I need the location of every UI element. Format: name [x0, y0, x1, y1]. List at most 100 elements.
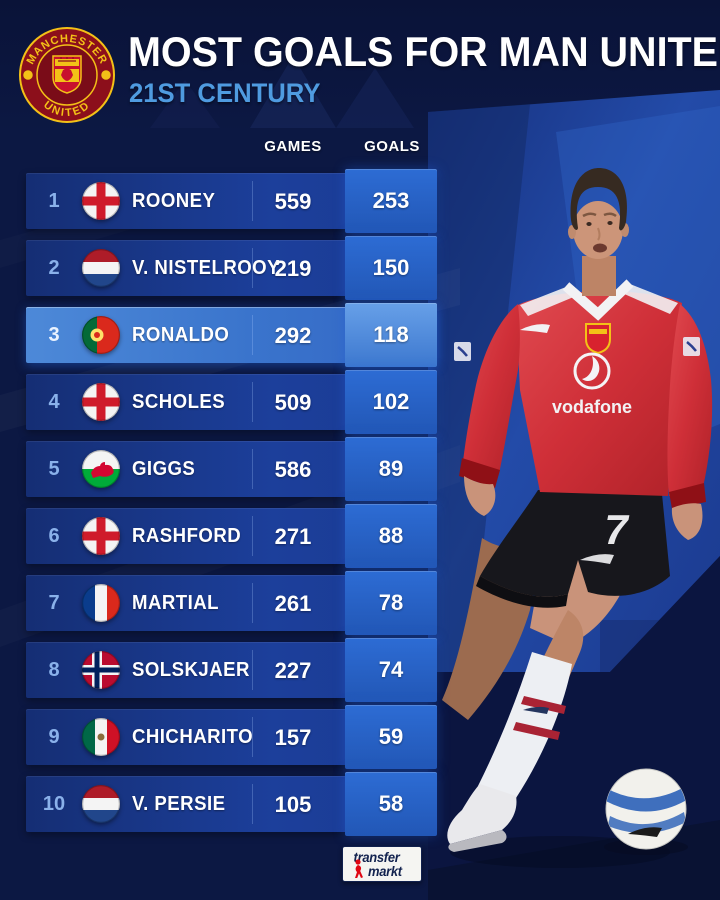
jersey-crest-icon — [585, 323, 611, 355]
table-row: 6 RASHFORD 271 88 — [26, 504, 437, 568]
table-row: 3 RONALDO 292 118 — [26, 303, 437, 367]
player-right-hand — [671, 503, 703, 540]
player-jersey-left-arm — [463, 304, 520, 474]
player-name: SCHOLES — [132, 391, 226, 413]
flag-england-icon — [82, 383, 120, 421]
rank-number: 4 — [48, 391, 60, 413]
boot-sole — [448, 830, 507, 852]
table-row: 5 GIGGS 586 89 — [26, 437, 437, 501]
sponsor-text: vodafone — [552, 397, 632, 417]
goals-value: 78 — [378, 590, 404, 615]
rank-number: 10 — [42, 793, 66, 815]
column-divider — [252, 650, 253, 690]
player-name: MARTIAL — [132, 592, 219, 614]
table-row: 1 ROONEY 559 253 — [26, 169, 437, 233]
games-value: 586 — [274, 457, 312, 482]
goals-value: 74 — [378, 657, 404, 682]
column-divider — [252, 784, 253, 824]
player-name: V. NISTELROOY — [132, 257, 281, 279]
player-left-hand — [464, 476, 496, 516]
left-cuff — [459, 458, 500, 488]
games-value: 157 — [274, 725, 312, 750]
football — [604, 768, 688, 855]
player-name: V. PERSIE — [132, 793, 226, 815]
rank-number: 8 — [48, 659, 60, 681]
games-value: 559 — [274, 189, 312, 214]
goals-value: 150 — [372, 255, 410, 280]
player-head — [568, 168, 629, 296]
goals-value: 89 — [378, 456, 404, 481]
transfermarkt-logo-line2: markt — [367, 864, 402, 879]
table-row: 2 V. NISTELROOY 219 150 — [26, 236, 437, 300]
games-value: 105 — [274, 792, 312, 817]
rank-number: 3 — [48, 324, 60, 346]
rank-number: 7 — [48, 592, 60, 614]
games-value: 219 — [274, 256, 312, 281]
jersey-swoosh-icon — [520, 324, 550, 333]
player-jersey-right-arm — [667, 304, 713, 496]
player-name: RASHFORD — [132, 525, 242, 547]
crest-devil — [61, 68, 73, 81]
flag-france-icon — [82, 584, 120, 622]
shorts-swoosh-icon — [580, 554, 614, 564]
manchester-united-crest: MANCHESTER UNITED — [19, 27, 115, 123]
goals-cell: 74 — [345, 638, 437, 702]
player-name: GIGGS — [132, 458, 196, 480]
badge-mark — [457, 346, 468, 357]
games-value: 509 — [274, 390, 312, 415]
rank-number: 5 — [48, 458, 60, 480]
table-row: 7 MARTIAL 261 78 — [26, 571, 437, 635]
table-row: 10 V. PERSIE 105 58 — [26, 772, 437, 836]
flag-wales-icon — [82, 450, 120, 488]
badge-mark — [686, 341, 697, 352]
page-subtitle: 21ST CENTURY — [129, 78, 321, 108]
goals-cell: 150 — [345, 236, 437, 300]
goals-cell: 102 — [345, 370, 437, 434]
flag-mexico-icon — [82, 718, 120, 756]
flag-portugal-icon — [82, 316, 120, 354]
column-divider — [252, 449, 253, 489]
rank-number: 2 — [48, 257, 60, 279]
flag-england-icon — [82, 517, 120, 555]
rank-number: 9 — [48, 726, 60, 748]
goals-value: 118 — [373, 322, 409, 347]
column-divider — [252, 717, 253, 757]
player-boot — [447, 784, 517, 844]
column-header-games: GAMES — [264, 138, 322, 155]
goals-cell: 59 — [345, 705, 437, 769]
transfermarkt-figure-icon — [355, 859, 363, 878]
transfermarkt-logo-line1: transfer — [353, 850, 400, 865]
table-row: 4 SCHOLES 509 102 — [26, 370, 437, 434]
shirt-number: 7 — [604, 506, 629, 553]
goals-cell: 58 — [345, 772, 437, 836]
goals-cell: 88 — [345, 504, 437, 568]
ronaldo-player-photo: 7 — [442, 168, 713, 868]
column-divider — [252, 248, 253, 288]
crest-ball-right — [99, 68, 113, 82]
jersey-collar — [520, 279, 678, 321]
flag-norway-icon — [82, 651, 120, 689]
column-divider — [252, 315, 253, 355]
games-value: 292 — [274, 323, 312, 348]
player-sock — [478, 652, 572, 798]
flag-england-icon — [82, 182, 120, 220]
table-row: 9 CHICHARITO 157 59 — [26, 705, 437, 769]
player-hair — [570, 168, 628, 231]
goals-cell: 253 — [345, 169, 437, 233]
flag-netherlands-icon — [82, 249, 120, 287]
player-name: ROONEY — [132, 190, 216, 212]
sock-swoosh-icon — [523, 706, 549, 714]
games-value: 271 — [274, 524, 312, 549]
goals-value: 102 — [372, 389, 410, 414]
rank-number: 6 — [48, 525, 60, 547]
transfermarkt-logo: transfer markt — [342, 846, 422, 882]
player-name: SOLSKJAER — [132, 659, 250, 681]
player-jersey-torso — [516, 291, 682, 496]
player-name: CHICHARITO — [132, 726, 254, 748]
ball-swoosh-icon — [628, 827, 662, 837]
sponsor-logo: vodafone — [552, 352, 632, 417]
player-name: RONALDO — [132, 324, 230, 346]
goals-value: 253 — [372, 188, 410, 213]
column-header-goals: GOALS — [364, 138, 420, 155]
